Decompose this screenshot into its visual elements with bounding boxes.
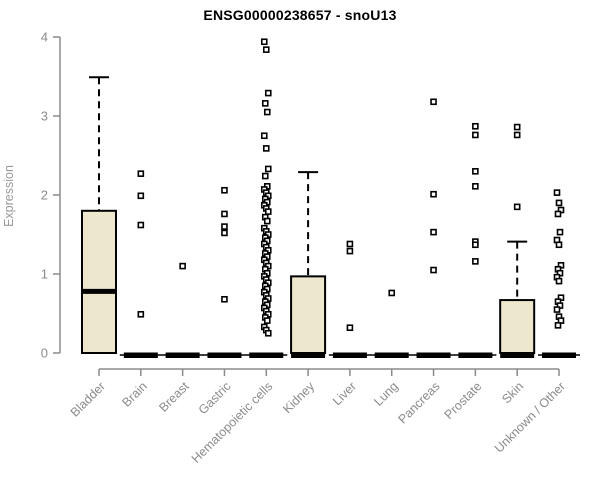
outlier-point <box>388 289 396 297</box>
boxplot-skin <box>499 123 536 358</box>
outlier-point <box>554 322 562 329</box>
outlier-point <box>513 203 521 211</box>
outlier-point <box>261 100 269 107</box>
median-line <box>500 352 535 358</box>
boxplot-bladder <box>81 76 117 354</box>
outlier-point <box>264 329 272 337</box>
boxplot-brain <box>119 170 162 358</box>
outlier-point <box>513 123 521 131</box>
x-tick-label: Kidney <box>280 379 317 416</box>
outlier-point <box>555 241 563 249</box>
zero-box-bar <box>458 352 493 358</box>
boxplot-gastric <box>203 186 246 358</box>
outlier-point <box>221 295 228 303</box>
boxplot-pancreas <box>412 98 455 358</box>
zero-box-bar <box>416 352 451 358</box>
outlier-point <box>554 210 562 218</box>
outlier-point <box>179 262 186 270</box>
y-tick-label: 2 <box>41 188 48 203</box>
zero-box-bar <box>123 352 158 358</box>
outlier-point <box>472 258 479 265</box>
boxplot-prostate <box>454 122 497 358</box>
x-tick-label: Brain <box>119 379 150 410</box>
outlier-point <box>221 210 228 218</box>
x-tick-label: Gastric <box>196 379 234 417</box>
outlier-point <box>221 229 228 237</box>
outlier-point <box>264 208 272 215</box>
boxplot-breast <box>161 262 204 358</box>
outlier-point <box>260 132 268 140</box>
chart-title: ENSG00000238657 - snoU13 <box>203 7 397 23</box>
outlier-point <box>513 131 521 139</box>
box <box>499 299 536 355</box>
box <box>81 209 117 354</box>
median-line <box>82 288 116 294</box>
x-tick-label: Hematopoietic cells <box>189 379 276 466</box>
outlier-point <box>346 240 354 248</box>
zero-box-bar <box>332 352 367 358</box>
x-tick-label: Pancreas <box>395 379 442 426</box>
outlier-point <box>430 190 437 198</box>
x-tick-label: Lung <box>371 379 401 409</box>
outlier-point <box>263 217 271 225</box>
outlier-point <box>262 46 270 53</box>
outlier-point <box>472 168 479 175</box>
boxplot-unknown-other <box>538 189 580 358</box>
outlier-point <box>137 170 145 177</box>
zero-box-bar <box>165 352 200 358</box>
outlier-point <box>221 223 228 230</box>
outlier-point <box>262 145 270 152</box>
y-tick-label: 3 <box>41 109 48 124</box>
outlier-point <box>261 172 269 180</box>
outlier-point <box>137 221 145 229</box>
y-tick-label: 4 <box>41 30 48 45</box>
boxplot-hematopoietic-cells <box>245 38 288 358</box>
outlier-point <box>263 317 271 324</box>
outlier-point <box>472 122 479 130</box>
x-tick-label: Skin <box>499 379 526 406</box>
outlier-point <box>264 89 272 97</box>
outlier-point <box>346 247 354 255</box>
boxplot-kidney <box>290 171 327 358</box>
boxplot-lung <box>370 289 413 358</box>
outlier-point <box>555 199 563 207</box>
median-line <box>291 352 326 358</box>
outlier-point <box>346 324 354 332</box>
outlier-point <box>264 165 272 173</box>
outlier-point <box>556 228 564 236</box>
zero-box-bar <box>249 352 284 358</box>
y-tick-label: 0 <box>41 346 48 361</box>
boxplot-liver <box>328 240 371 358</box>
outlier-point <box>137 192 145 200</box>
zero-box-bar <box>374 352 409 358</box>
x-tick-label: Unknown / Other <box>492 379 568 455</box>
outlier-point <box>260 38 268 46</box>
y-tick-label: 1 <box>41 267 48 282</box>
outlier-point <box>221 186 228 194</box>
outlier-point <box>263 108 271 116</box>
outlier-point <box>472 241 479 249</box>
outlier-point <box>430 98 437 106</box>
outlier-point <box>555 277 563 285</box>
x-tick-label: Prostate <box>442 379 485 422</box>
outlier-point <box>472 131 479 139</box>
outlier-point <box>430 228 437 236</box>
outlier-point <box>137 310 145 318</box>
outlier-point <box>472 183 479 190</box>
x-tick-label: Bladder <box>68 379 108 419</box>
outlier-point <box>553 306 561 313</box>
x-tick-label: Liver <box>330 379 359 408</box>
x-tick-label: Breast <box>156 379 192 415</box>
box <box>290 275 327 354</box>
outlier-point <box>553 189 561 196</box>
zero-box-bar <box>207 352 242 358</box>
outlier-point <box>430 266 437 274</box>
zero-box-bar <box>542 352 576 358</box>
